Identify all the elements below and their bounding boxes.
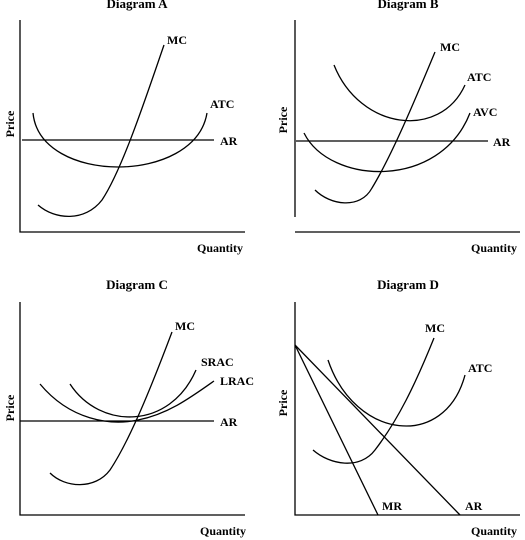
- diagram-d-mr-curve: [294, 344, 379, 516]
- diagram-a-ar-label: AR: [220, 134, 238, 148]
- diagram-b-atc-label: ATC: [467, 70, 491, 84]
- diagram-d-title: Diagram D: [377, 277, 439, 292]
- diagram-c-title: Diagram C: [106, 277, 168, 292]
- diagram-c-axes: [19, 302, 245, 516]
- diagram-a-x-label: Quantity: [197, 241, 243, 255]
- diagram-d-mc-label: MC: [425, 321, 445, 335]
- diagram-d-y-label: Price: [276, 389, 290, 416]
- diagram-d-axes: [294, 302, 520, 516]
- diagram-c-srac-curve: [69, 369, 197, 418]
- diagram-b-x-label: Quantity: [471, 241, 517, 255]
- diagram-c-x-label: Quantity: [200, 524, 246, 538]
- diagram-b-avc-curve: [303, 112, 471, 173]
- diagram-a-mc-label: MC: [167, 33, 187, 47]
- diagram-c-y-label: Price: [3, 394, 17, 421]
- diagram-b-mc-label: MC: [440, 40, 460, 54]
- diagram-c-mc-curve: [49, 331, 173, 486]
- diagram-c-ar-label: AR: [220, 415, 238, 429]
- diagram-a: Diagram A Price Quantity MC ATC AR: [3, 0, 245, 255]
- diagram-c-mc-label: MC: [175, 319, 195, 333]
- diagram-b-ar-label: AR: [493, 135, 511, 149]
- diagram-a-mc-curve: [37, 44, 165, 217]
- diagram-b-avc-label: AVC: [473, 105, 497, 119]
- diagram-d-mr-label: MR: [382, 499, 402, 513]
- diagram-a-title: Diagram A: [106, 0, 168, 11]
- diagram-a-axes: [19, 20, 245, 233]
- diagram-d-x-label: Quantity: [471, 524, 517, 538]
- diagram-d-ar-label: AR: [465, 499, 483, 513]
- diagram-a-y-label: Price: [3, 110, 17, 137]
- diagram-a-atc-label: ATC: [210, 97, 234, 111]
- diagram-a-atc-curve: [32, 112, 208, 168]
- diagram-d-atc-curve: [327, 359, 466, 427]
- diagram-d: Diagram D Price Quantity MC ATC MR AR: [276, 277, 520, 538]
- diagram-b-atc-curve: [333, 64, 466, 122]
- diagram-c-lrac-curve: [39, 380, 215, 423]
- diagram-b-mc-curve: [314, 51, 436, 204]
- diagram-b-y-label: Price: [276, 106, 290, 133]
- diagram-d-atc-label: ATC: [468, 361, 492, 375]
- diagram-c: Diagram C Price Quantity MC SRAC LRAC AR: [3, 277, 254, 538]
- diagram-c-lrac-label: LRAC: [220, 374, 254, 388]
- diagram-b-title: Diagram B: [377, 0, 438, 11]
- diagram-d-ar-curve: [294, 344, 461, 516]
- diagram-d-mc-curve: [312, 337, 435, 464]
- diagram-c-srac-label: SRAC: [201, 355, 234, 369]
- diagram-b: Diagram B Price Quantity MC ATC AVC AR: [276, 0, 520, 255]
